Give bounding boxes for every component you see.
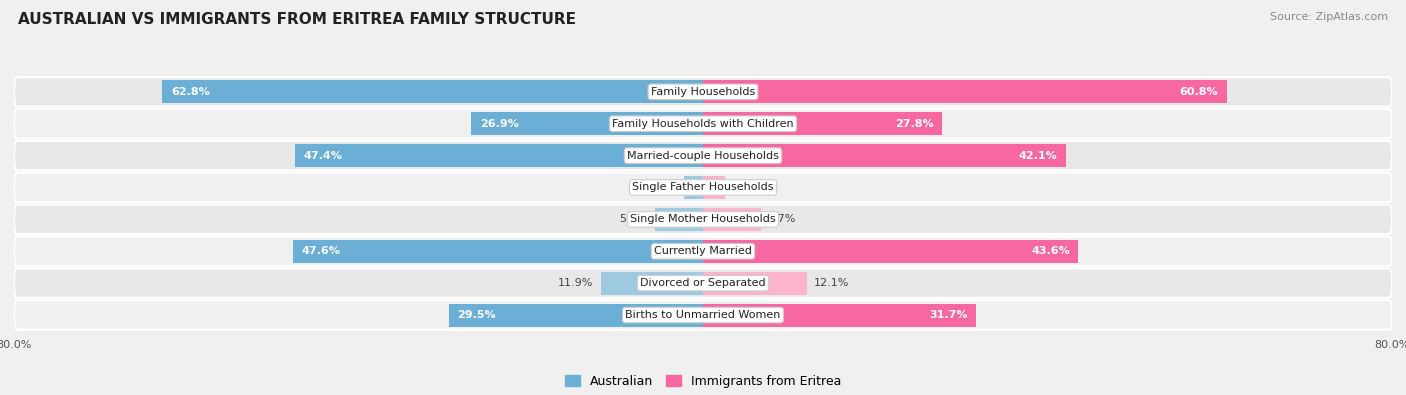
Bar — [292, 240, 703, 263]
Bar — [703, 272, 807, 295]
Text: 6.7%: 6.7% — [768, 214, 796, 224]
Bar — [655, 208, 703, 231]
Text: 11.9%: 11.9% — [558, 278, 593, 288]
Bar — [685, 176, 703, 199]
Bar — [703, 112, 942, 135]
Legend: Australian, Immigrants from Eritrea: Australian, Immigrants from Eritrea — [565, 375, 841, 388]
Bar — [449, 303, 703, 327]
Text: 26.9%: 26.9% — [479, 119, 519, 129]
Bar — [295, 144, 703, 167]
FancyBboxPatch shape — [14, 269, 1392, 298]
Text: Family Households: Family Households — [651, 87, 755, 97]
Text: 43.6%: 43.6% — [1031, 246, 1070, 256]
Text: Births to Unmarried Women: Births to Unmarried Women — [626, 310, 780, 320]
Text: 60.8%: 60.8% — [1180, 87, 1218, 97]
FancyBboxPatch shape — [14, 205, 1392, 234]
Bar — [703, 176, 724, 199]
Bar — [703, 303, 976, 327]
Text: 47.4%: 47.4% — [304, 150, 342, 161]
FancyBboxPatch shape — [14, 173, 1392, 202]
Bar — [600, 272, 703, 295]
Text: Currently Married: Currently Married — [654, 246, 752, 256]
Text: Family Households with Children: Family Households with Children — [612, 119, 794, 129]
Text: Source: ZipAtlas.com: Source: ZipAtlas.com — [1270, 12, 1388, 22]
Text: Married-couple Households: Married-couple Households — [627, 150, 779, 161]
Text: 47.6%: 47.6% — [302, 246, 340, 256]
Text: 5.6%: 5.6% — [620, 214, 648, 224]
Text: 31.7%: 31.7% — [929, 310, 967, 320]
Bar — [471, 112, 703, 135]
Bar — [703, 240, 1078, 263]
FancyBboxPatch shape — [14, 109, 1392, 138]
Bar — [703, 80, 1226, 103]
Bar — [703, 144, 1066, 167]
Text: 12.1%: 12.1% — [814, 278, 849, 288]
Bar — [162, 80, 703, 103]
FancyBboxPatch shape — [14, 300, 1392, 330]
Text: 2.2%: 2.2% — [648, 182, 678, 192]
Text: 27.8%: 27.8% — [896, 119, 934, 129]
Text: 2.5%: 2.5% — [731, 182, 759, 192]
FancyBboxPatch shape — [14, 237, 1392, 266]
Text: Single Father Households: Single Father Households — [633, 182, 773, 192]
FancyBboxPatch shape — [14, 77, 1392, 107]
Text: Divorced or Separated: Divorced or Separated — [640, 278, 766, 288]
Text: 29.5%: 29.5% — [457, 310, 496, 320]
Text: Single Mother Households: Single Mother Households — [630, 214, 776, 224]
Bar — [703, 208, 761, 231]
Text: 42.1%: 42.1% — [1018, 150, 1057, 161]
Text: 62.8%: 62.8% — [170, 87, 209, 97]
Text: AUSTRALIAN VS IMMIGRANTS FROM ERITREA FAMILY STRUCTURE: AUSTRALIAN VS IMMIGRANTS FROM ERITREA FA… — [18, 12, 576, 27]
FancyBboxPatch shape — [14, 141, 1392, 170]
